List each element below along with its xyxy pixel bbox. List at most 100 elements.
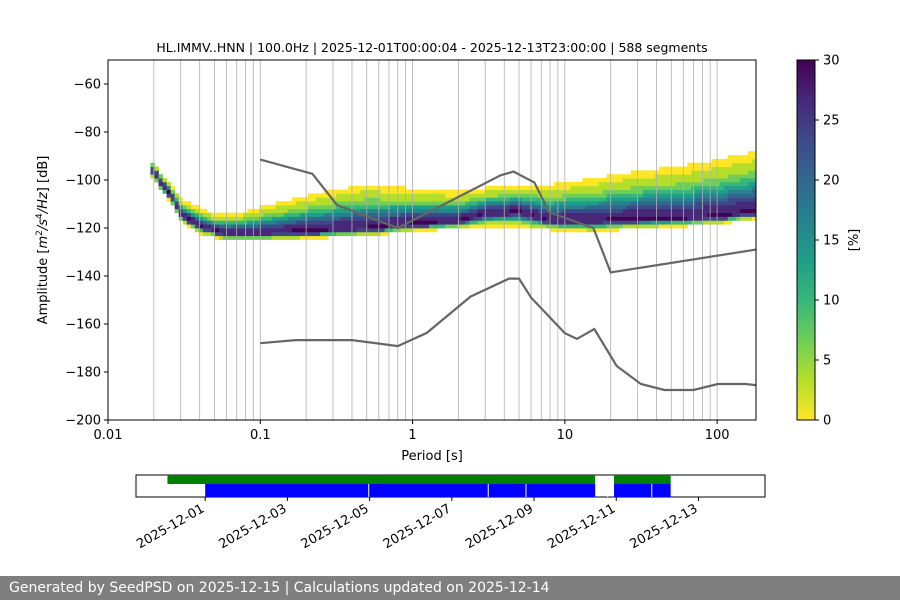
heatmap-cell <box>380 185 385 190</box>
heatmap-cell <box>372 212 377 217</box>
heatmap-cell <box>336 228 341 233</box>
heatmap-cell <box>493 185 499 190</box>
heatmap-cell <box>538 197 543 202</box>
heatmap-cell <box>739 197 745 202</box>
heatmap-cell <box>332 204 337 210</box>
heatmap-cell <box>647 197 652 202</box>
heatmap-cell <box>291 235 297 240</box>
heatmap-cell <box>590 201 595 206</box>
heatmap-cell <box>307 216 313 221</box>
heatmap-cell <box>239 224 244 229</box>
heatmap-cell <box>485 197 490 202</box>
heatmap-cell <box>340 224 345 229</box>
heatmap-cell <box>723 178 729 183</box>
heatmap-cell <box>727 208 733 214</box>
heatmap-cell <box>412 193 418 198</box>
heatmap-cell <box>751 201 757 206</box>
heatmap-cell <box>731 212 737 217</box>
heatmap-cell <box>352 204 357 210</box>
psd-chart: HL.IMMV..HNN | 100.0Hz | 2025-12-01T00:0… <box>35 40 862 552</box>
heatmap-cell <box>412 189 418 194</box>
heatmap-cell <box>610 189 616 194</box>
heatmap-cell <box>320 235 325 240</box>
heatmap-cell <box>663 224 668 229</box>
heatmap-cell <box>719 201 725 206</box>
heatmap-cell <box>186 212 192 217</box>
heatmap-cell <box>586 189 591 194</box>
heatmap-cell <box>683 201 688 206</box>
heatmap-cell <box>731 201 737 206</box>
heatmap-cell <box>715 216 721 221</box>
heatmap-cell <box>505 212 511 217</box>
heatmap-cell <box>630 212 636 217</box>
heatmap-cell <box>558 181 563 187</box>
heatmap-cell <box>449 201 454 206</box>
heatmap-cell <box>554 224 559 229</box>
heatmap-cell <box>647 178 652 183</box>
heatmap-cell <box>606 212 612 217</box>
heatmap-cell <box>340 189 345 194</box>
heatmap-cell <box>247 216 252 221</box>
heatmap-cell <box>227 231 232 237</box>
heatmap-cell <box>554 181 559 187</box>
heatmap-cell <box>202 208 208 214</box>
heatmap-cell <box>659 197 664 202</box>
heatmap-cell <box>295 204 301 210</box>
heatmap-cell <box>489 208 494 214</box>
heatmap-cell <box>497 220 503 225</box>
heatmap-cell <box>695 170 700 175</box>
heatmap-cell <box>481 201 486 206</box>
heatmap-cell <box>299 208 305 214</box>
heatmap-cell <box>525 224 531 229</box>
heatmap-cell <box>198 228 204 233</box>
heatmap-cell <box>642 197 648 202</box>
heatmap-cell <box>324 224 329 229</box>
heatmap-cell <box>703 181 708 187</box>
heatmap-cell <box>554 228 559 233</box>
heatmap-cell <box>687 204 692 210</box>
heatmap-cell <box>630 204 636 210</box>
heatmap-cell <box>356 201 361 206</box>
heatmap-cell <box>360 204 365 210</box>
heatmap-cell <box>521 189 527 194</box>
heatmap-cell <box>610 224 616 229</box>
psd-heatmap <box>150 151 757 240</box>
heatmap-cell <box>408 228 414 233</box>
heatmap-cell <box>356 204 361 210</box>
heatmap-cell <box>271 231 276 237</box>
heatmap-cell <box>223 220 228 225</box>
heatmap-cell <box>158 181 163 187</box>
heatmap-cell <box>299 224 305 229</box>
heatmap-cell <box>687 201 692 206</box>
heatmap-cell <box>311 224 317 229</box>
heatmap-cell <box>429 212 434 217</box>
heatmap-cell <box>570 212 575 217</box>
heatmap-cell <box>437 208 442 214</box>
heatmap-cell <box>606 216 612 221</box>
heatmap-cell <box>558 208 563 214</box>
heatmap-cell <box>647 170 652 175</box>
heatmap-cell <box>457 204 462 210</box>
heatmap-cell <box>186 224 192 229</box>
timeline-blue-segment <box>614 484 671 497</box>
heatmap-cell <box>477 220 482 225</box>
heatmap-cell <box>659 224 664 229</box>
heatmap-cell <box>267 216 272 221</box>
heatmap-cell <box>647 208 652 214</box>
heatmap-cell <box>328 231 333 237</box>
heatmap-cell <box>735 162 741 167</box>
heatmap-cell <box>731 181 737 187</box>
heatmap-cell <box>554 197 559 202</box>
heatmap-cell <box>719 189 725 194</box>
heatmap-cell <box>441 216 446 221</box>
heatmap-cell <box>538 216 543 221</box>
heatmap-cell <box>202 224 208 229</box>
y-tick-label: −100 <box>65 174 101 189</box>
heatmap-cell <box>558 204 563 210</box>
heatmap-cell <box>408 189 414 194</box>
heatmap-cell <box>663 178 668 183</box>
heatmap-cell <box>271 204 276 210</box>
heatmap-cell <box>570 189 575 194</box>
heatmap-cell <box>558 216 563 221</box>
heatmap-cell <box>529 189 535 194</box>
